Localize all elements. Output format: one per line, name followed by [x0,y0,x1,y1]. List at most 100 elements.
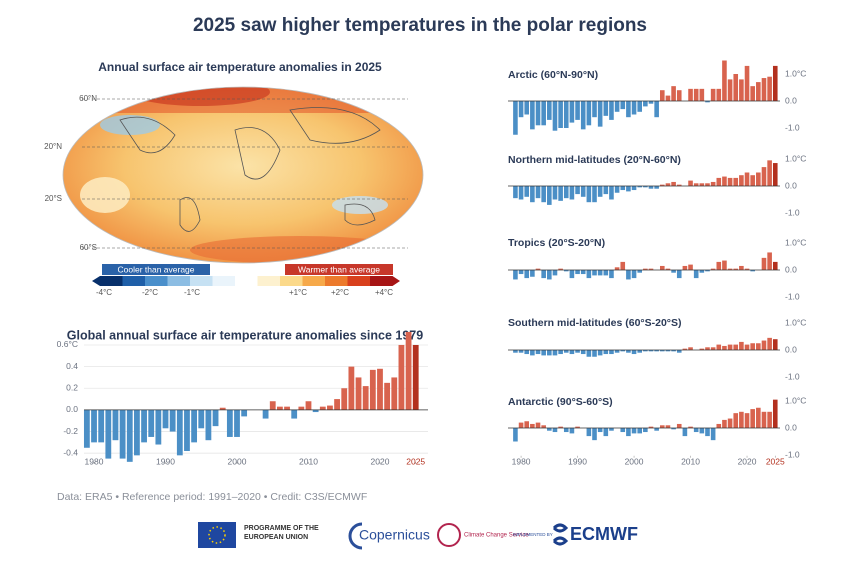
bar [654,186,659,189]
bar [728,178,733,186]
bar [198,410,204,428]
bar [643,428,648,432]
bar [705,347,710,350]
bar [632,350,637,354]
c3s-mark [438,524,460,546]
x-tick-label: 2025 [766,456,785,466]
bar [541,350,546,355]
bar [519,186,524,200]
bar [620,428,625,432]
bar [241,410,247,416]
y-tick-label: 0.0 [66,404,78,414]
bar [513,428,518,442]
bar [637,428,642,433]
bar [513,350,518,353]
bar [155,410,161,445]
bar [773,66,778,101]
bar [677,270,682,278]
bar [632,270,637,278]
bar [767,412,772,428]
x-tick-label: 2000 [228,456,247,466]
chart-title: Northern mid-latitudes (20°N-60°N) [508,154,681,166]
bar [536,101,541,125]
bar [598,270,603,275]
bar [564,428,569,432]
bar [649,101,654,104]
bar [739,342,744,350]
bar [694,89,699,101]
bar [587,428,592,436]
cool-label: Cooler than average [117,264,194,274]
bar [575,350,580,353]
bar [227,410,233,437]
bar [700,183,705,186]
bar [604,186,609,194]
x-tick-label: 1980 [512,456,531,466]
bar [519,350,524,353]
colorbar-cell [100,276,123,286]
bar [694,183,699,186]
bar [716,262,721,270]
x-tick-label: 2020 [738,456,757,466]
bar [683,428,688,436]
bar [773,163,778,186]
bar [191,410,197,442]
bar [113,410,119,440]
y-tick-label: -1.0 [785,122,800,132]
bar [637,101,642,112]
bar [547,270,552,279]
x-tick-label: 2020 [371,456,390,466]
chart-title: Tropics (20°S-20°N) [508,237,605,249]
map [60,78,430,264]
bar [739,412,744,428]
bar [587,186,592,202]
bar [762,341,767,350]
bar [564,350,569,353]
bar [767,160,772,186]
chart-title: Arctic (60°N-90°N) [508,69,598,81]
bar [291,410,297,419]
ecmwf-mark [554,525,566,544]
bar [604,350,609,354]
bar [524,101,529,115]
colorbar-cell [235,276,258,286]
bar [581,186,586,197]
bar [564,186,569,198]
bar [234,410,240,437]
x-tick-label: 2025 [406,456,425,466]
x-tick-label: 1990 [568,456,587,466]
bar [553,350,558,355]
bar [177,410,183,455]
bar [553,186,558,200]
bar [705,428,710,436]
x-tick-label: 1980 [85,456,104,466]
bar [609,101,614,120]
bar [127,410,133,462]
bar [581,270,586,274]
bar [598,186,603,197]
bar [750,175,755,186]
colorbar-cell [258,276,281,286]
bar [620,262,625,270]
bar [519,270,524,274]
colorbar-arrow-right [393,276,401,286]
bar [615,350,620,353]
bar [413,345,419,410]
bar [745,66,750,101]
y-tick-label: 1.0°C [785,237,806,247]
bar [700,428,705,433]
bar [91,410,97,442]
bar [598,101,603,127]
bar [733,74,738,101]
bar [756,173,761,187]
bar [530,350,535,355]
colorbar-tick-label: +4°C [375,288,393,297]
bar [716,424,721,428]
bar [716,89,721,101]
bar [530,186,535,202]
bar [700,270,705,273]
bar [654,428,659,431]
bar [773,339,778,350]
bar [716,178,721,186]
bar [620,186,625,190]
